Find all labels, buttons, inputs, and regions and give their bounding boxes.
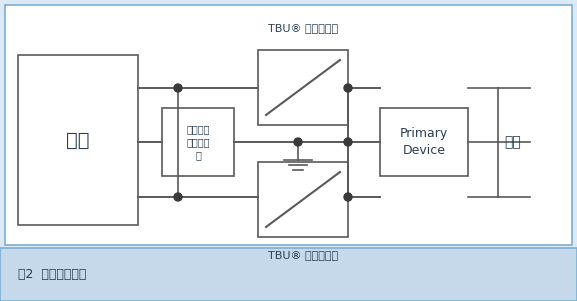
FancyBboxPatch shape: [18, 55, 138, 225]
Circle shape: [344, 193, 352, 201]
FancyBboxPatch shape: [380, 108, 468, 176]
FancyBboxPatch shape: [0, 248, 577, 301]
Text: 电压瞬变
抑制二极
管: 电压瞬变 抑制二极 管: [186, 124, 210, 160]
FancyBboxPatch shape: [258, 162, 348, 237]
Text: 图2  三级防护方案: 图2 三级防护方案: [18, 268, 87, 281]
Circle shape: [344, 138, 352, 146]
Text: 设备: 设备: [66, 131, 90, 150]
Circle shape: [344, 84, 352, 92]
Text: Primary
Device: Primary Device: [400, 126, 448, 157]
FancyBboxPatch shape: [162, 108, 234, 176]
Circle shape: [174, 84, 182, 92]
Text: TBU® 高速保护器: TBU® 高速保护器: [268, 250, 338, 260]
FancyBboxPatch shape: [5, 5, 572, 245]
Text: 接口: 接口: [504, 135, 521, 149]
Circle shape: [174, 193, 182, 201]
FancyBboxPatch shape: [258, 50, 348, 125]
Text: TBU® 高速保护器: TBU® 高速保护器: [268, 23, 338, 33]
Circle shape: [294, 138, 302, 146]
